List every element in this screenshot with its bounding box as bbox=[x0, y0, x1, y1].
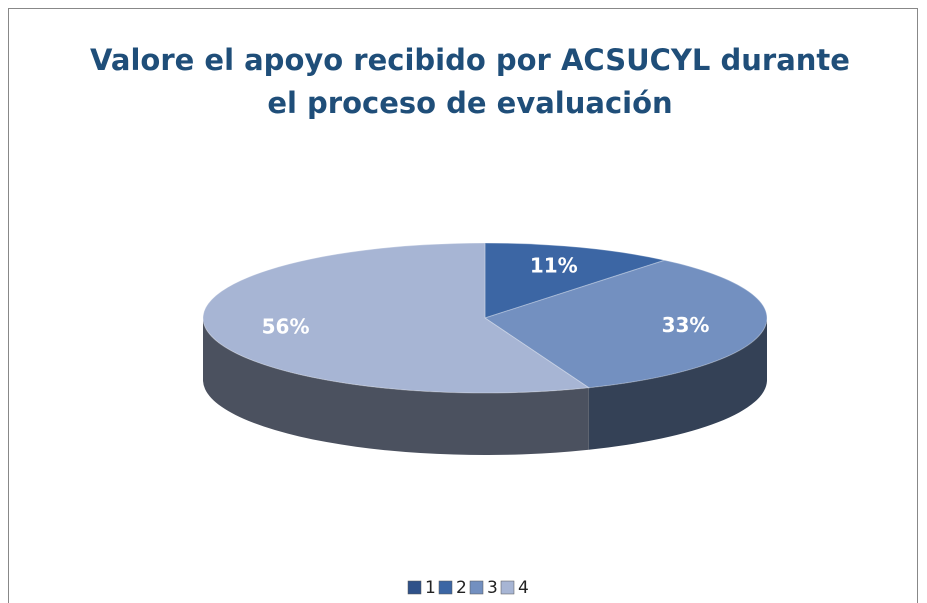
pie-slice bbox=[484, 242, 667, 319]
legend-swatch bbox=[500, 580, 515, 595]
legend-label: 3 bbox=[487, 578, 498, 598]
data-label: 11% bbox=[530, 254, 578, 278]
pie-slice bbox=[202, 242, 591, 394]
data-label: 56% bbox=[262, 315, 310, 339]
legend-label: 4 bbox=[518, 578, 529, 598]
legend-label: 2 bbox=[456, 578, 467, 598]
pie-slice-side bbox=[588, 318, 767, 450]
legend-label: 1 bbox=[425, 578, 436, 598]
legend-swatch bbox=[469, 580, 484, 595]
data-label: 33% bbox=[662, 313, 710, 337]
chart-title: Valore el apoyo recibido por ACSUCYL dur… bbox=[90, 43, 850, 77]
legend-swatch bbox=[438, 580, 453, 595]
legend-swatch bbox=[407, 580, 422, 595]
pie-slice bbox=[483, 259, 768, 389]
chart-title: el proceso de evaluación bbox=[267, 86, 672, 120]
pie-slice-side bbox=[203, 318, 589, 456]
